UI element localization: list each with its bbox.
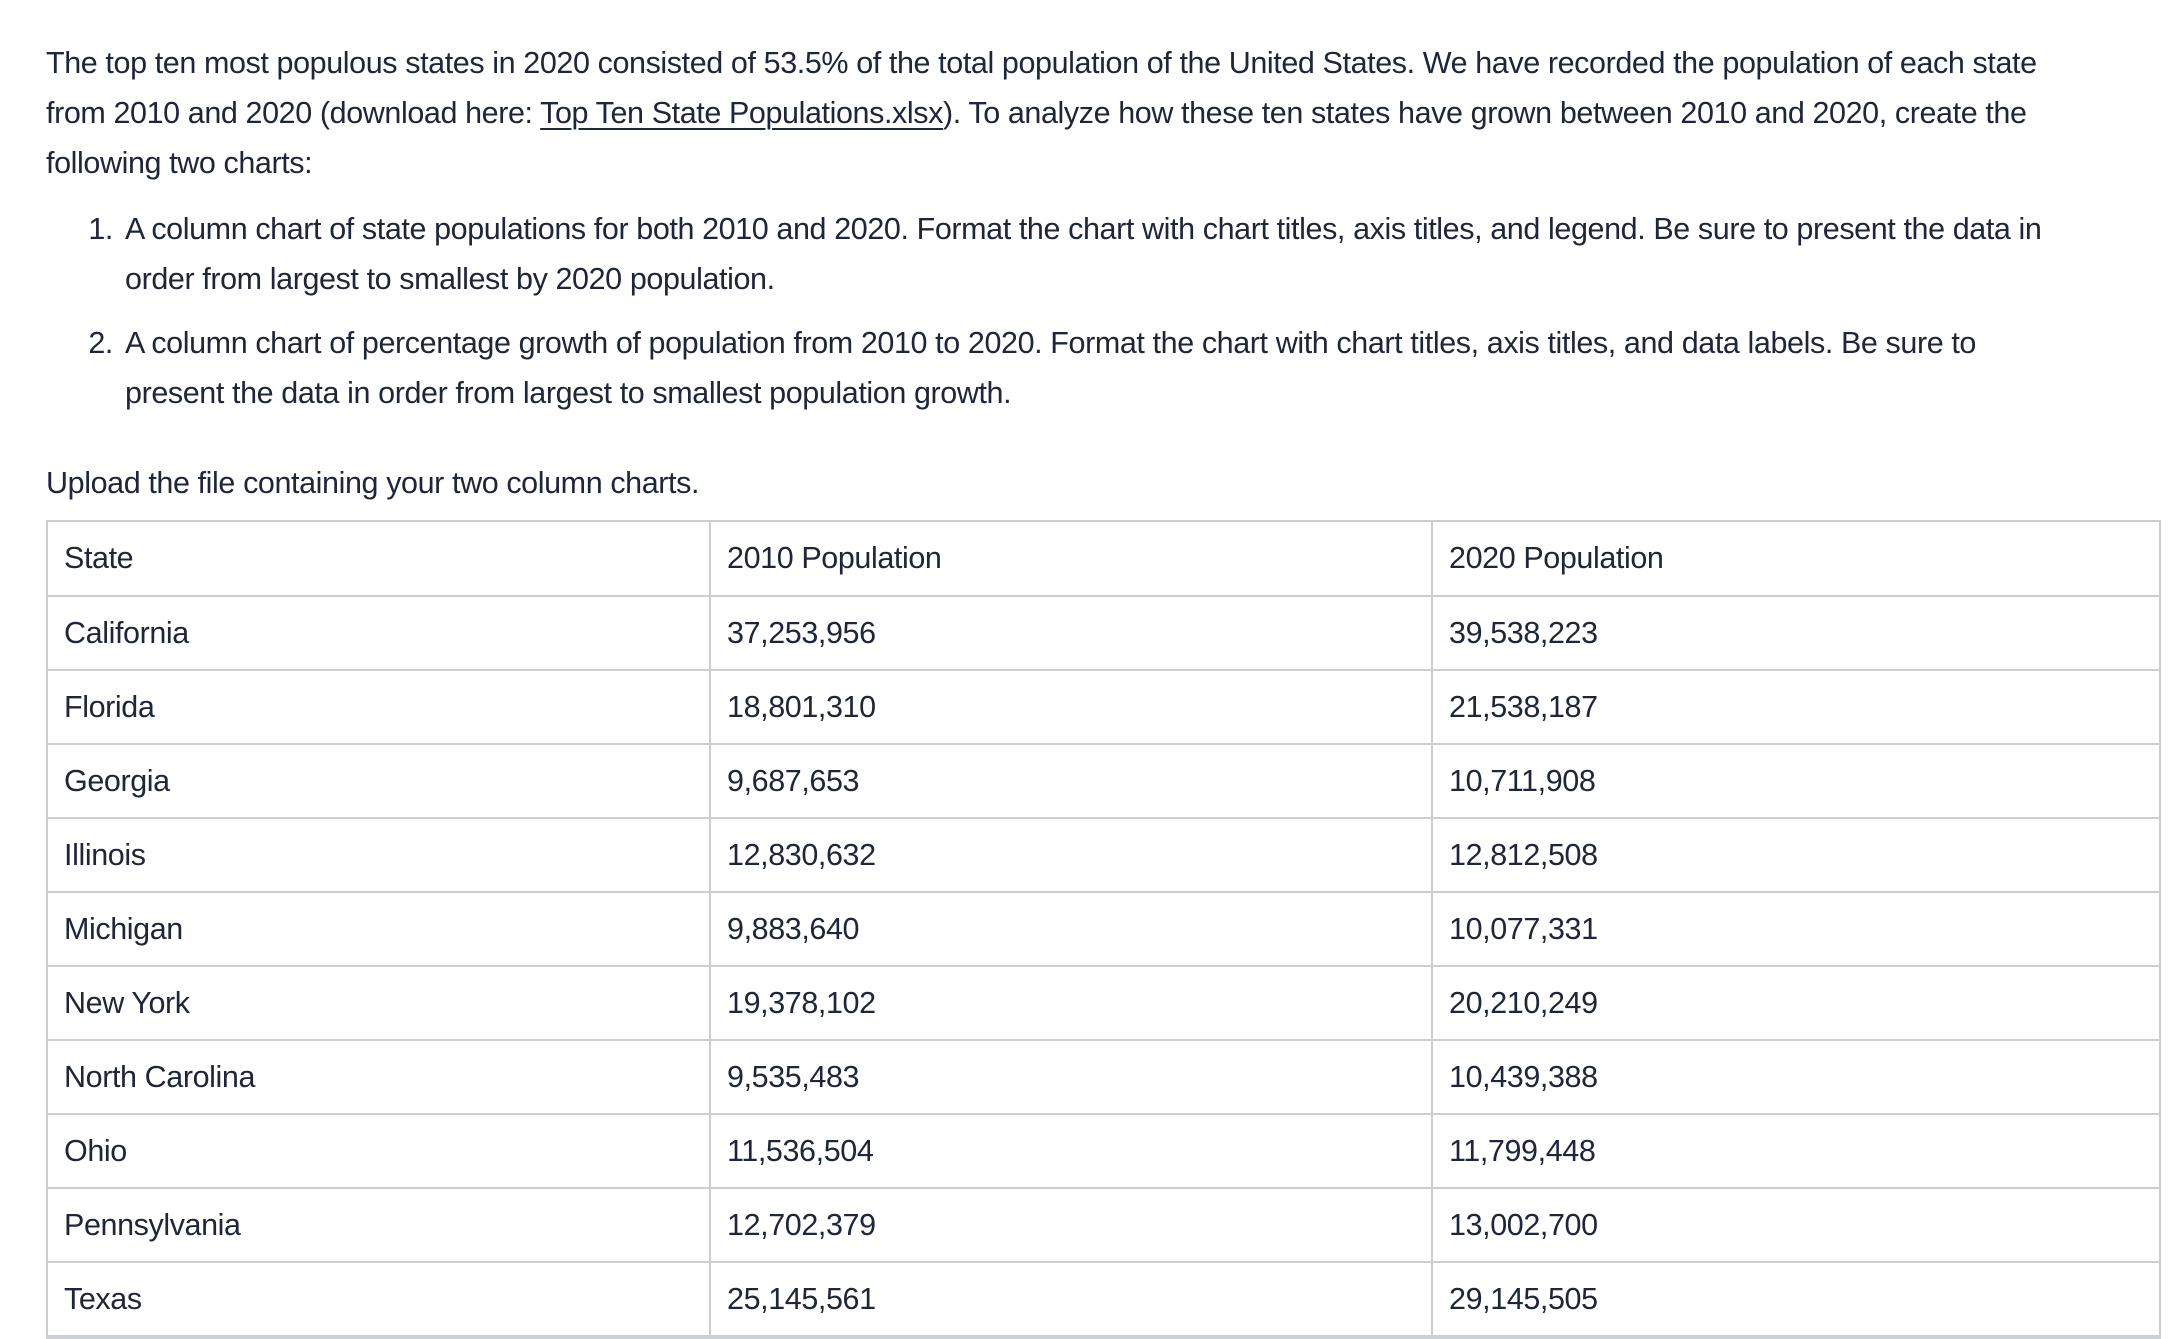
cell-state: Michigan [46, 891, 711, 967]
population-table: State 2010 Population 2020 Population Ca… [46, 520, 2161, 1339]
intro-line-1: The top ten most populous states in 2020… [46, 46, 2037, 80]
task-1-line-1: A column chart of state populations for … [125, 212, 2042, 246]
upload-instruction: Upload the file containing your two colu… [46, 466, 700, 500]
cell-2020-population: 10,711,908 [1431, 743, 2161, 819]
cell-state: North Carolina [46, 1039, 711, 1115]
cell-2010-population: 18,801,310 [709, 669, 1433, 745]
task-2-line-1: A column chart of percentage growth of p… [125, 326, 1976, 360]
cell-2020-population: 10,439,388 [1431, 1039, 2161, 1115]
cell-2010-population: 19,378,102 [709, 965, 1433, 1041]
table-row: North Carolina 9,535,483 10,439,388 [46, 1039, 2161, 1115]
table-row: Illinois 12,830,632 12,812,508 [46, 817, 2161, 893]
task-list: 1. A column chart of state populations f… [46, 204, 2159, 418]
cell-2010-population: 25,145,561 [709, 1261, 1433, 1338]
cell-2020-population: 29,145,505 [1431, 1261, 2161, 1338]
cell-2020-population: 10,077,331 [1431, 891, 2161, 967]
intro-line-2-before-link: from 2010 and 2020 (download here: [46, 96, 541, 130]
cell-state: Pennsylvania [46, 1187, 711, 1263]
cell-state: New York [46, 965, 711, 1041]
cell-state: California [46, 595, 711, 671]
table-header-row: State 2010 Population 2020 Population [46, 520, 2161, 597]
task-1-line-2: order from largest to smallest by 2020 p… [125, 262, 775, 296]
column-header-2010-population: 2010 Population [709, 520, 1433, 597]
intro-line-3: following two charts: [46, 146, 313, 180]
cell-2020-population: 20,210,249 [1431, 965, 2161, 1041]
table-row: Ohio 11,536,504 11,799,448 [46, 1113, 2161, 1189]
table-row: Pennsylvania 12,702,379 13,002,700 [46, 1187, 2161, 1263]
cell-2020-population: 21,538,187 [1431, 669, 2161, 745]
task-2-number: 2. [88, 326, 113, 360]
table-row: Georgia 9,687,653 10,711,908 [46, 743, 2161, 819]
intro-paragraph: The top ten most populous states in 2020… [46, 38, 2159, 188]
cell-2010-population: 9,687,653 [709, 743, 1433, 819]
column-header-2020-population: 2020 Population [1431, 520, 2161, 597]
table-row: Texas 25,145,561 29,145,505 [46, 1261, 2161, 1338]
table-row: Florida 18,801,310 21,538,187 [46, 669, 2161, 745]
download-xlsx-link[interactable]: Top Ten State Populations.xlsx [540, 96, 943, 130]
cell-2010-population: 9,535,483 [709, 1039, 1433, 1115]
column-header-state: State [46, 520, 711, 597]
cell-2020-population: 12,812,508 [1431, 817, 2161, 893]
cell-state: Florida [46, 669, 711, 745]
table-row: California 37,253,956 39,538,223 [46, 595, 2161, 671]
task-1-number: 1. [88, 212, 113, 246]
cell-2010-population: 11,536,504 [709, 1113, 1433, 1189]
cell-state: Texas [46, 1261, 711, 1338]
cell-2010-population: 12,702,379 [709, 1187, 1433, 1263]
intro-line-2-after-link: ). To analyze how these ten states have … [942, 96, 2027, 130]
task-1-text: A column chart of state populations for … [125, 204, 2159, 304]
cell-2010-population: 37,253,956 [709, 595, 1433, 671]
cell-2010-population: 9,883,640 [709, 891, 1433, 967]
cell-2020-population: 39,538,223 [1431, 595, 2161, 671]
cell-2020-population: 13,002,700 [1431, 1187, 2161, 1263]
cell-state: Illinois [46, 817, 711, 893]
task-item-2: 2. A column chart of percentage growth o… [46, 318, 2159, 418]
cell-state: Ohio [46, 1113, 711, 1189]
cell-state: Georgia [46, 743, 711, 819]
table-row: Michigan 9,883,640 10,077,331 [46, 891, 2161, 967]
table-row: New York 19,378,102 20,210,249 [46, 965, 2161, 1041]
cell-2020-population: 11,799,448 [1431, 1113, 2161, 1189]
task-2-line-2: present the data in order from largest t… [125, 376, 1012, 410]
intro-line-2: from 2010 and 2020 (download here: Top T… [46, 88, 2159, 138]
cell-2010-population: 12,830,632 [709, 817, 1433, 893]
task-2-text: A column chart of percentage growth of p… [125, 318, 2159, 418]
task-item-1: 1. A column chart of state populations f… [46, 204, 2159, 304]
